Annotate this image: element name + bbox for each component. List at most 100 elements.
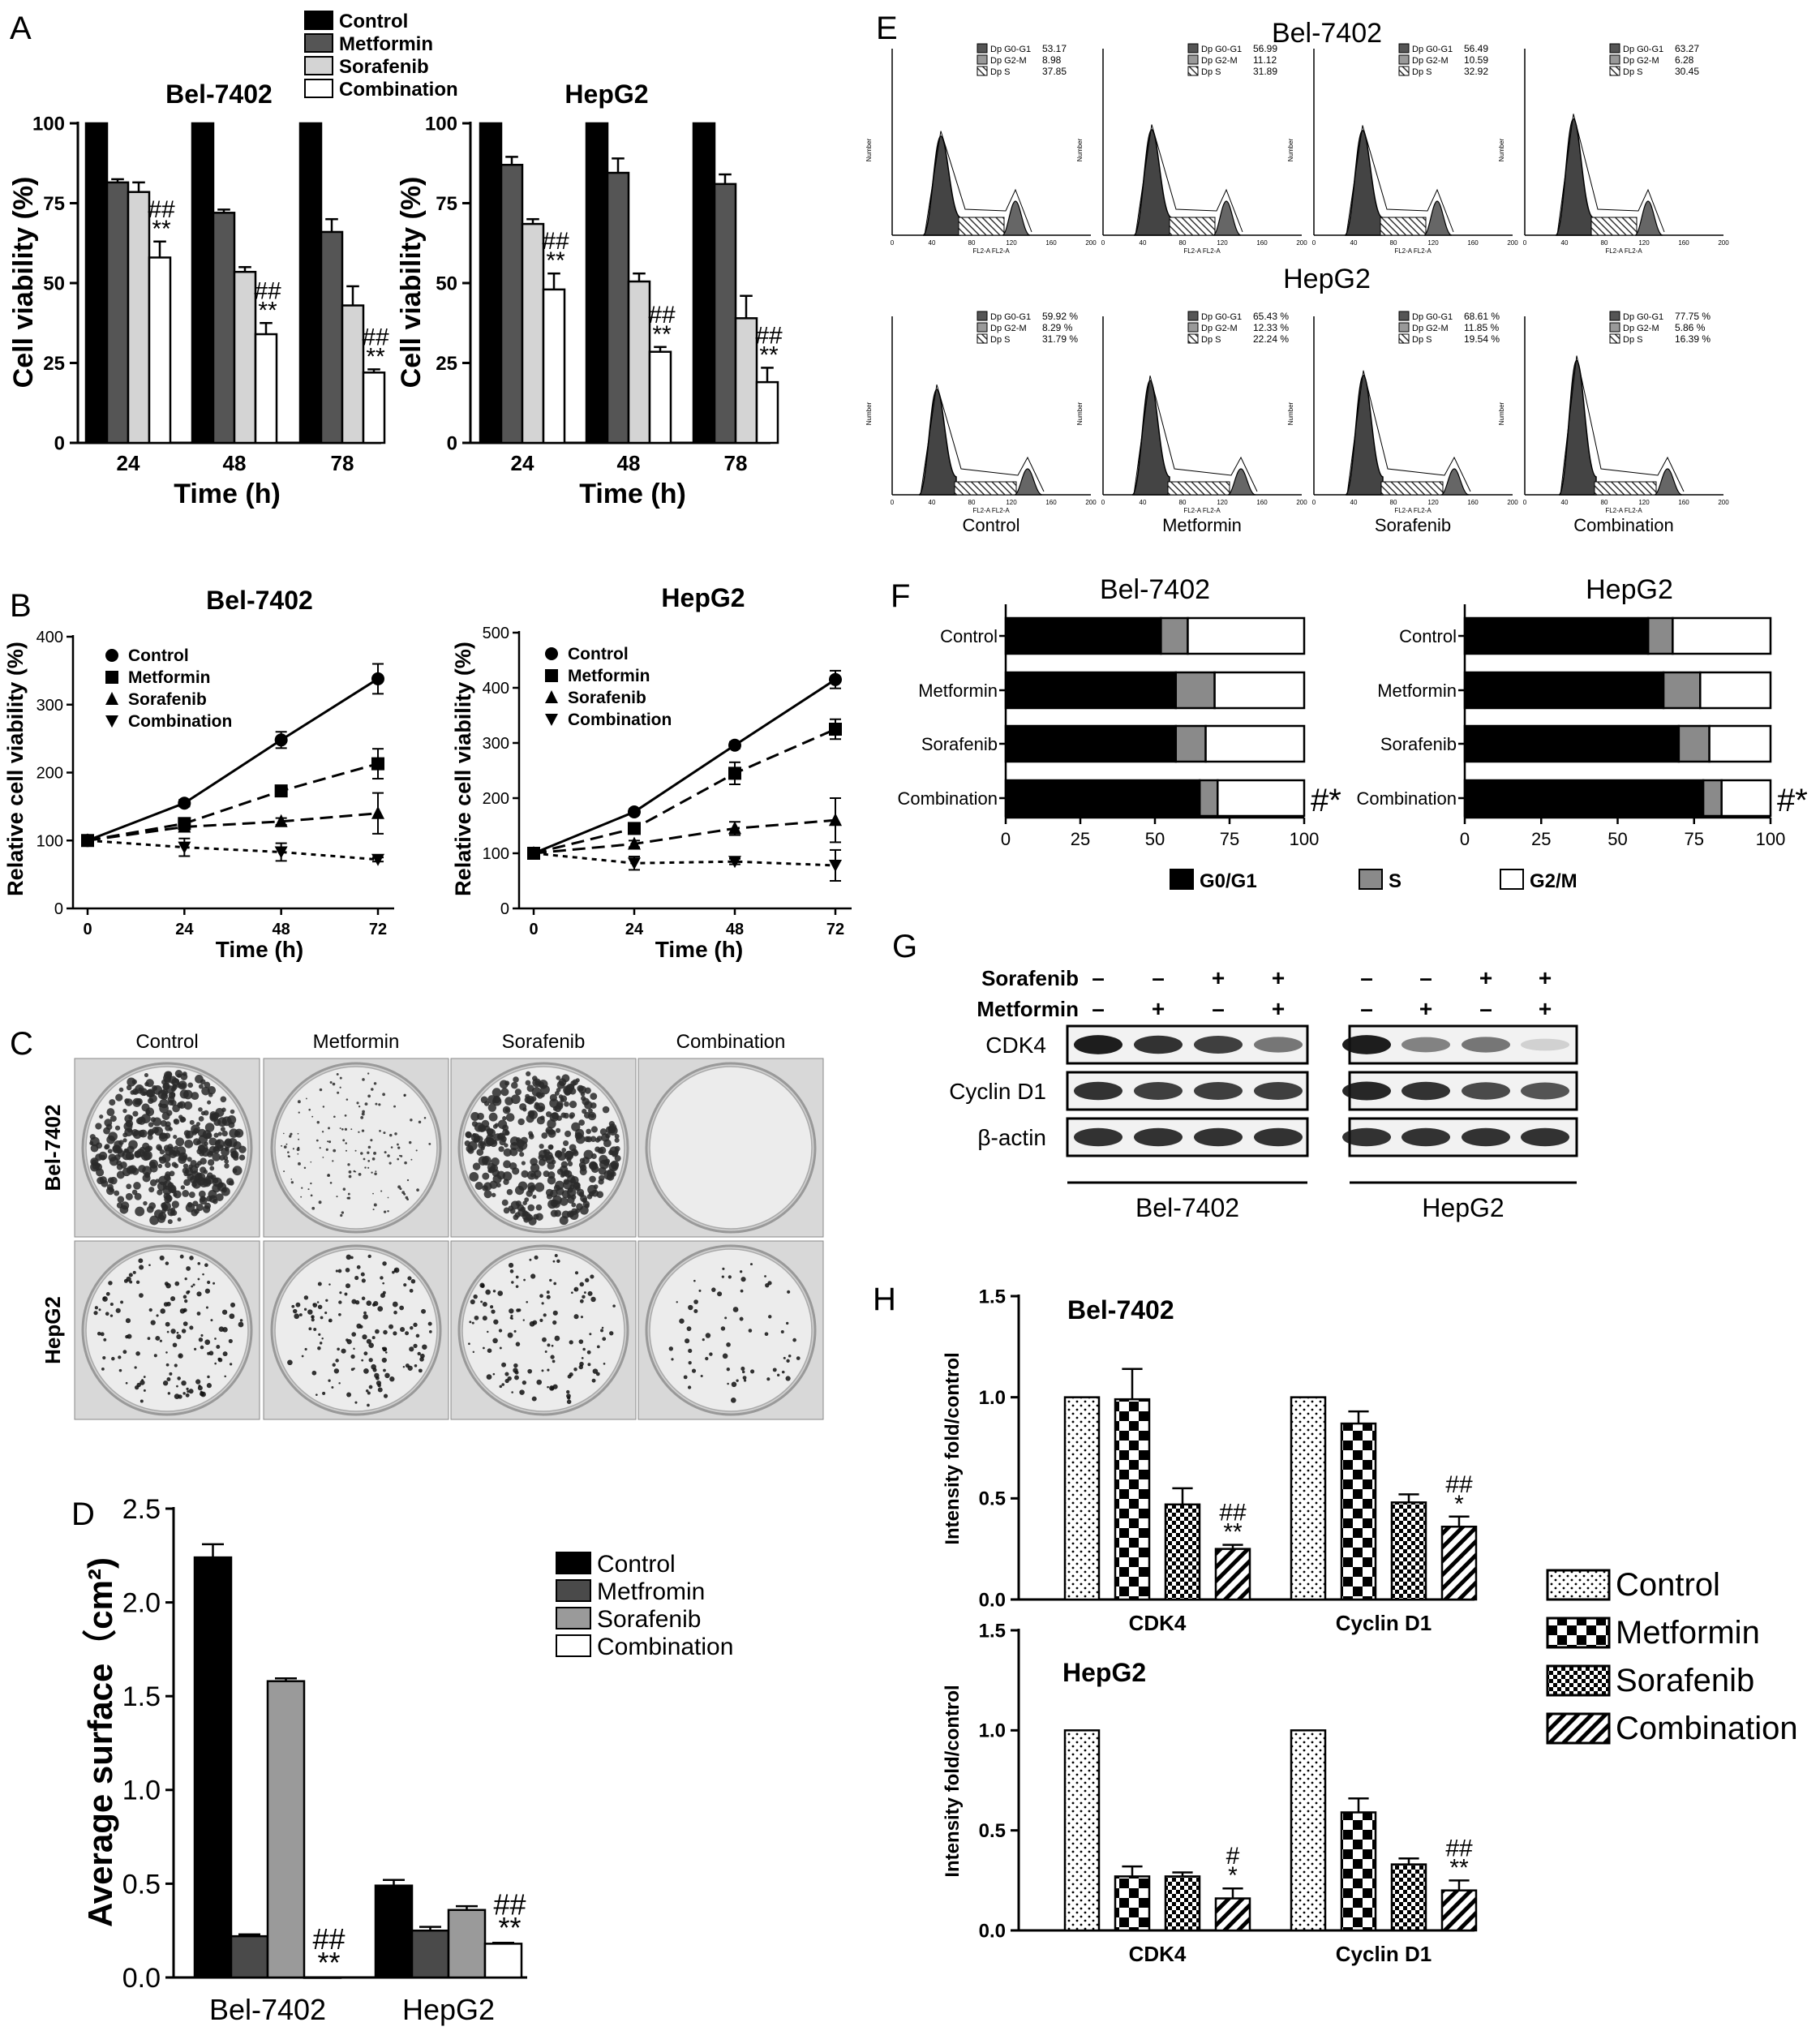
flow-cytometry-panel: Bel-7402 Number 0 40 80 120 160 200 FL2-A FL2-A D… bbox=[865, 18, 1729, 535]
western-blot-panel: Sorafenib – – + + – – + +Metformin – + – + – + – +CDK4Cy… bbox=[949, 965, 1578, 1222]
colony bbox=[532, 1194, 537, 1200]
colony bbox=[522, 1200, 527, 1205]
data-point-combination bbox=[274, 846, 288, 859]
chart-f2: 0 25 50 75 100 Control Metformin Sorafenib Combi… bbox=[1356, 574, 1807, 849]
flow-legend-label: Dp G0-G1 bbox=[1623, 45, 1663, 54]
flow-legend-value: 8.98 bbox=[1042, 54, 1062, 66]
colony bbox=[184, 1277, 187, 1281]
x-category-label: Cyclin D1 bbox=[1336, 1611, 1432, 1635]
colony bbox=[139, 1146, 146, 1154]
colony bbox=[143, 1376, 146, 1378]
colony bbox=[552, 1200, 560, 1209]
colony bbox=[131, 1167, 140, 1175]
colony bbox=[221, 1116, 232, 1127]
colony bbox=[192, 1138, 200, 1146]
colony bbox=[367, 1160, 371, 1162]
colony bbox=[132, 1270, 136, 1274]
colony bbox=[327, 1140, 329, 1143]
y-axis-label: Number bbox=[1498, 401, 1505, 425]
flow-legend-label: Dp S bbox=[1623, 67, 1642, 77]
colony bbox=[121, 1201, 130, 1210]
legend-label-metformin: Metformin bbox=[568, 667, 650, 685]
colony bbox=[693, 1308, 698, 1314]
colony bbox=[179, 1254, 184, 1259]
colony bbox=[307, 1309, 313, 1315]
colony bbox=[356, 1323, 362, 1329]
significance-mark: ## bbox=[755, 322, 783, 349]
colony bbox=[702, 1338, 705, 1342]
plate-well bbox=[649, 1248, 813, 1412]
colony bbox=[157, 1089, 168, 1100]
colony bbox=[365, 1389, 369, 1393]
treatment-sign: + bbox=[1539, 965, 1552, 990]
colony bbox=[195, 1379, 201, 1385]
plate-column-label-control: Control bbox=[135, 1031, 198, 1053]
colony bbox=[743, 1379, 747, 1382]
colony bbox=[283, 1132, 285, 1135]
colony bbox=[523, 1278, 526, 1282]
colony bbox=[397, 1157, 400, 1161]
data-point-control bbox=[628, 805, 641, 818]
x-axis-label: FL2-A FL2-A bbox=[1394, 247, 1432, 255]
y-tick-label: 1.5 bbox=[979, 1286, 1006, 1307]
colony bbox=[511, 1081, 518, 1089]
colony bbox=[127, 1127, 133, 1133]
x-tick-label: 200 bbox=[1085, 499, 1097, 506]
colony bbox=[471, 1121, 479, 1127]
colony bbox=[578, 1339, 584, 1345]
colony bbox=[96, 1168, 105, 1177]
colony bbox=[165, 1121, 171, 1127]
colony bbox=[198, 1338, 204, 1342]
colony bbox=[473, 1294, 478, 1299]
colony bbox=[165, 1321, 170, 1327]
legend-swatch-metformin bbox=[304, 33, 333, 53]
bar-sorafenib-78 bbox=[734, 317, 758, 444]
colony bbox=[327, 1174, 331, 1178]
segment-s-sorafenib bbox=[1174, 724, 1207, 763]
x-category-label: 24 bbox=[511, 451, 534, 475]
colony bbox=[347, 1196, 351, 1200]
colony bbox=[161, 1153, 171, 1163]
colony bbox=[517, 1145, 524, 1153]
s-phase-region bbox=[1380, 217, 1427, 236]
flow-legend-swatch bbox=[977, 66, 988, 76]
flow-legend-label: Dp S bbox=[1412, 335, 1432, 345]
colony bbox=[740, 1289, 744, 1293]
colony bbox=[515, 1285, 519, 1288]
colony bbox=[589, 1175, 596, 1183]
legend-marker-metformin bbox=[105, 671, 118, 684]
legend-label-metformin: Metformin bbox=[128, 668, 211, 687]
colony bbox=[91, 1159, 97, 1166]
colony bbox=[131, 1189, 138, 1196]
colony bbox=[341, 1211, 345, 1214]
x-tick-label: 40 bbox=[1140, 239, 1147, 247]
flow-column-label-sorafenib: Sorafenib bbox=[1375, 515, 1451, 535]
flow-column-label-combination: Combination bbox=[1573, 515, 1674, 535]
colony bbox=[530, 1173, 535, 1178]
colony bbox=[404, 1161, 407, 1165]
colony bbox=[122, 1108, 127, 1114]
panel-label-b: B bbox=[10, 588, 32, 624]
colony bbox=[213, 1145, 220, 1152]
colony bbox=[371, 1157, 376, 1161]
colony bbox=[187, 1201, 193, 1208]
protein-band bbox=[1401, 1037, 1450, 1053]
segment-g0-g1-control bbox=[1004, 616, 1162, 655]
colony bbox=[598, 1179, 604, 1185]
colony bbox=[603, 1170, 614, 1180]
flow-histogram: Number 0 40 80 120 160 200 FL2-A FL2-A Dp G0-G1 6… bbox=[1287, 311, 1518, 514]
x-category-label: 48 bbox=[617, 451, 641, 475]
flow-row-title: Bel-7402 bbox=[1272, 18, 1382, 49]
colony bbox=[406, 1198, 410, 1201]
x-axis-label: FL2-A FL2-A bbox=[1183, 507, 1221, 514]
colony bbox=[767, 1281, 772, 1286]
colony bbox=[786, 1359, 790, 1363]
x-tick-label: 0 bbox=[529, 921, 538, 938]
colony bbox=[99, 1114, 104, 1119]
colony bbox=[94, 1306, 98, 1310]
colony bbox=[785, 1376, 791, 1381]
colony bbox=[499, 1385, 503, 1389]
plate-row-label-hepg2: HepG2 bbox=[41, 1296, 65, 1364]
protein-band bbox=[1521, 1082, 1569, 1100]
colony bbox=[207, 1375, 210, 1379]
